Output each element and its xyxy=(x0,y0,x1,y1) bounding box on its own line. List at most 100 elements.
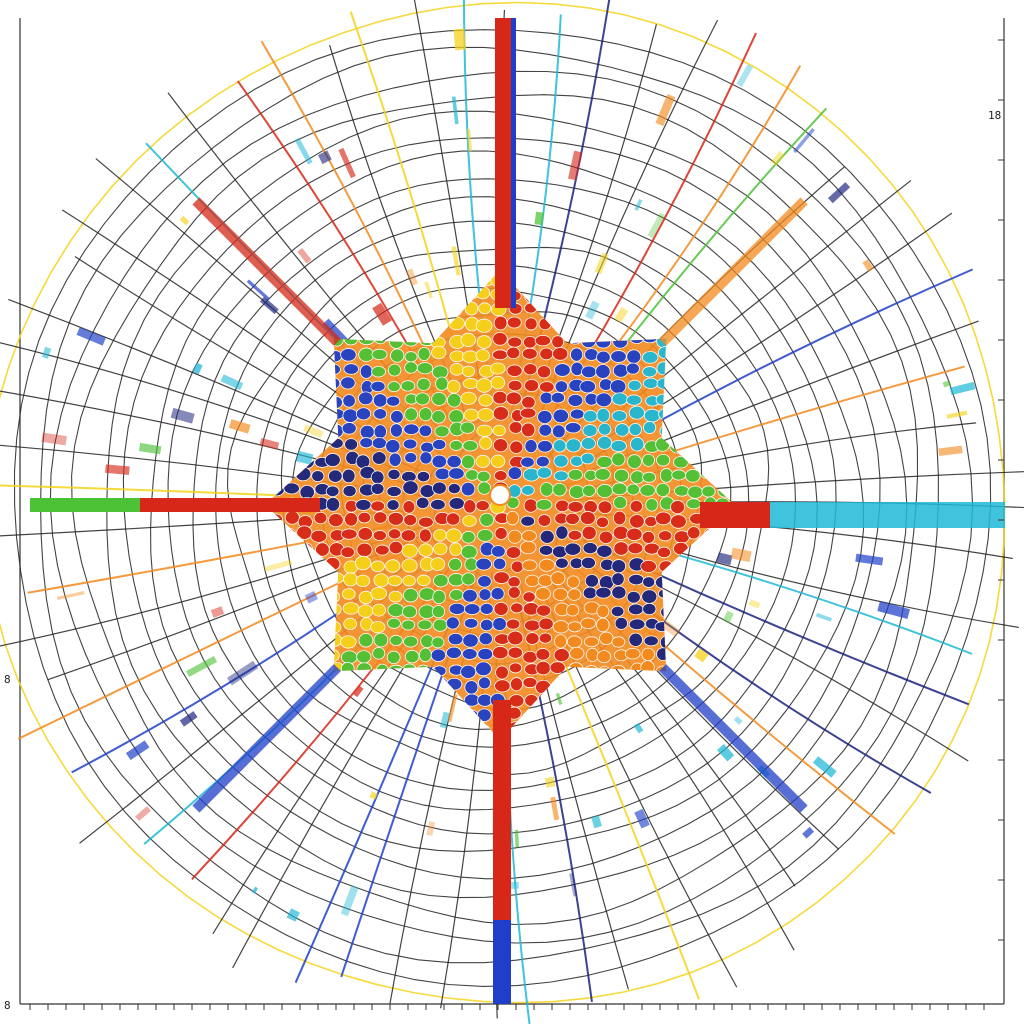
mosaic-cell xyxy=(390,348,405,363)
mosaic-cell xyxy=(552,439,567,453)
mosaic-cell xyxy=(579,511,596,525)
mosaic-cell xyxy=(537,410,553,424)
mosaic-cell xyxy=(460,544,478,560)
mosaic-cell xyxy=(672,590,690,602)
mosaic-cell xyxy=(535,498,553,511)
mosaic-cell xyxy=(492,438,509,453)
mosaic-cell xyxy=(659,424,675,439)
mosaic-cell xyxy=(596,455,613,469)
mosaic-cell xyxy=(495,665,509,680)
mosaic-cell xyxy=(611,585,627,600)
mosaic-cell xyxy=(449,363,464,376)
mosaic-cell xyxy=(613,541,629,556)
mosaic-cell xyxy=(280,319,297,331)
mosaic-cell xyxy=(656,546,672,559)
color-splash xyxy=(508,881,519,890)
mosaic-cell xyxy=(536,604,552,617)
diagonal-streak xyxy=(659,197,808,346)
mosaic-cell xyxy=(613,468,630,483)
color-splash xyxy=(569,873,577,897)
mosaic-cell xyxy=(430,725,447,739)
mosaic-cell xyxy=(582,484,596,497)
mosaic-cell xyxy=(536,466,552,479)
mosaic-cell xyxy=(584,574,599,588)
color-splash xyxy=(555,692,563,705)
mosaic-cell xyxy=(265,480,267,495)
mosaic-cell xyxy=(328,681,342,693)
mosaic-cell xyxy=(655,575,672,589)
mosaic-cell xyxy=(404,351,418,363)
mosaic-cell xyxy=(267,350,284,362)
mosaic-cell xyxy=(510,677,523,692)
color-splash xyxy=(294,137,313,165)
mosaic-cell xyxy=(325,485,340,498)
mosaic-cell xyxy=(610,350,627,363)
mosaic-cell xyxy=(685,408,702,421)
mosaic-cell xyxy=(418,424,433,437)
mosaic-cell xyxy=(656,453,671,467)
mosaic-cell xyxy=(355,407,372,421)
mosaic-cell xyxy=(628,423,642,436)
mosaic-cell xyxy=(492,424,506,437)
mosaic-cell xyxy=(388,540,404,555)
mosaic-cell xyxy=(642,453,655,467)
mosaic-cell xyxy=(268,528,285,543)
mosaic-cell xyxy=(390,410,404,424)
color-splash xyxy=(534,211,544,226)
mosaic-cell xyxy=(340,376,356,390)
mosaic-cell xyxy=(460,664,477,679)
mosaic-cell xyxy=(625,362,640,375)
mosaic-cell xyxy=(404,677,421,690)
mosaic-cell xyxy=(626,527,643,542)
mosaic-cell xyxy=(655,482,671,497)
mosaic-cell xyxy=(492,349,508,361)
mosaic-cell xyxy=(644,319,660,334)
mosaic-cell xyxy=(294,466,312,482)
mosaic-cell xyxy=(689,271,703,285)
mosaic-cell xyxy=(522,676,538,689)
mosaic-cell xyxy=(583,665,599,679)
mosaic-cell xyxy=(387,603,405,618)
mosaic-cell xyxy=(370,500,386,512)
mosaic-cell xyxy=(611,559,627,574)
color-splash xyxy=(634,199,643,211)
mosaic-cell xyxy=(357,604,374,618)
mosaic-cell xyxy=(476,378,493,393)
mosaic-cell xyxy=(569,709,585,722)
mosaic-cell xyxy=(718,681,733,694)
mosaic-cell xyxy=(404,452,418,464)
mosaic-cell xyxy=(671,469,687,481)
mosaic-cell xyxy=(687,485,704,499)
mosaic-cell xyxy=(613,723,630,738)
mosaic-cell xyxy=(403,332,419,347)
mosaic-cell xyxy=(579,379,596,394)
mosaic-cell xyxy=(463,617,479,629)
mosaic-cell xyxy=(555,525,569,540)
mosaic-cell xyxy=(567,331,583,345)
right-axis-label: 18 xyxy=(988,109,1002,122)
mosaic-cell xyxy=(340,546,355,559)
color-splash xyxy=(303,424,324,438)
mosaic-cell xyxy=(523,498,538,513)
mosaic-cell xyxy=(554,363,571,377)
mosaic-cell xyxy=(446,305,462,317)
axis-bar-top xyxy=(495,18,513,308)
mosaic-cell xyxy=(521,559,538,572)
mosaic-cell xyxy=(685,363,702,378)
mosaic-cell xyxy=(295,721,310,735)
mosaic-cell xyxy=(610,439,627,453)
mosaic-cell xyxy=(611,572,625,586)
mosaic-cell xyxy=(506,364,523,377)
color-splash xyxy=(264,559,293,572)
mosaic-cell xyxy=(566,724,583,739)
mosaic-cell xyxy=(387,528,402,540)
mosaic-cell xyxy=(494,527,508,540)
mosaic-cell xyxy=(401,470,417,483)
mosaic-cell xyxy=(415,392,430,406)
mosaic-cell xyxy=(464,603,481,615)
color-splash xyxy=(655,93,676,127)
mosaic-cell xyxy=(324,453,341,467)
mosaic-cell xyxy=(416,470,431,483)
mosaic-cell xyxy=(522,650,538,664)
